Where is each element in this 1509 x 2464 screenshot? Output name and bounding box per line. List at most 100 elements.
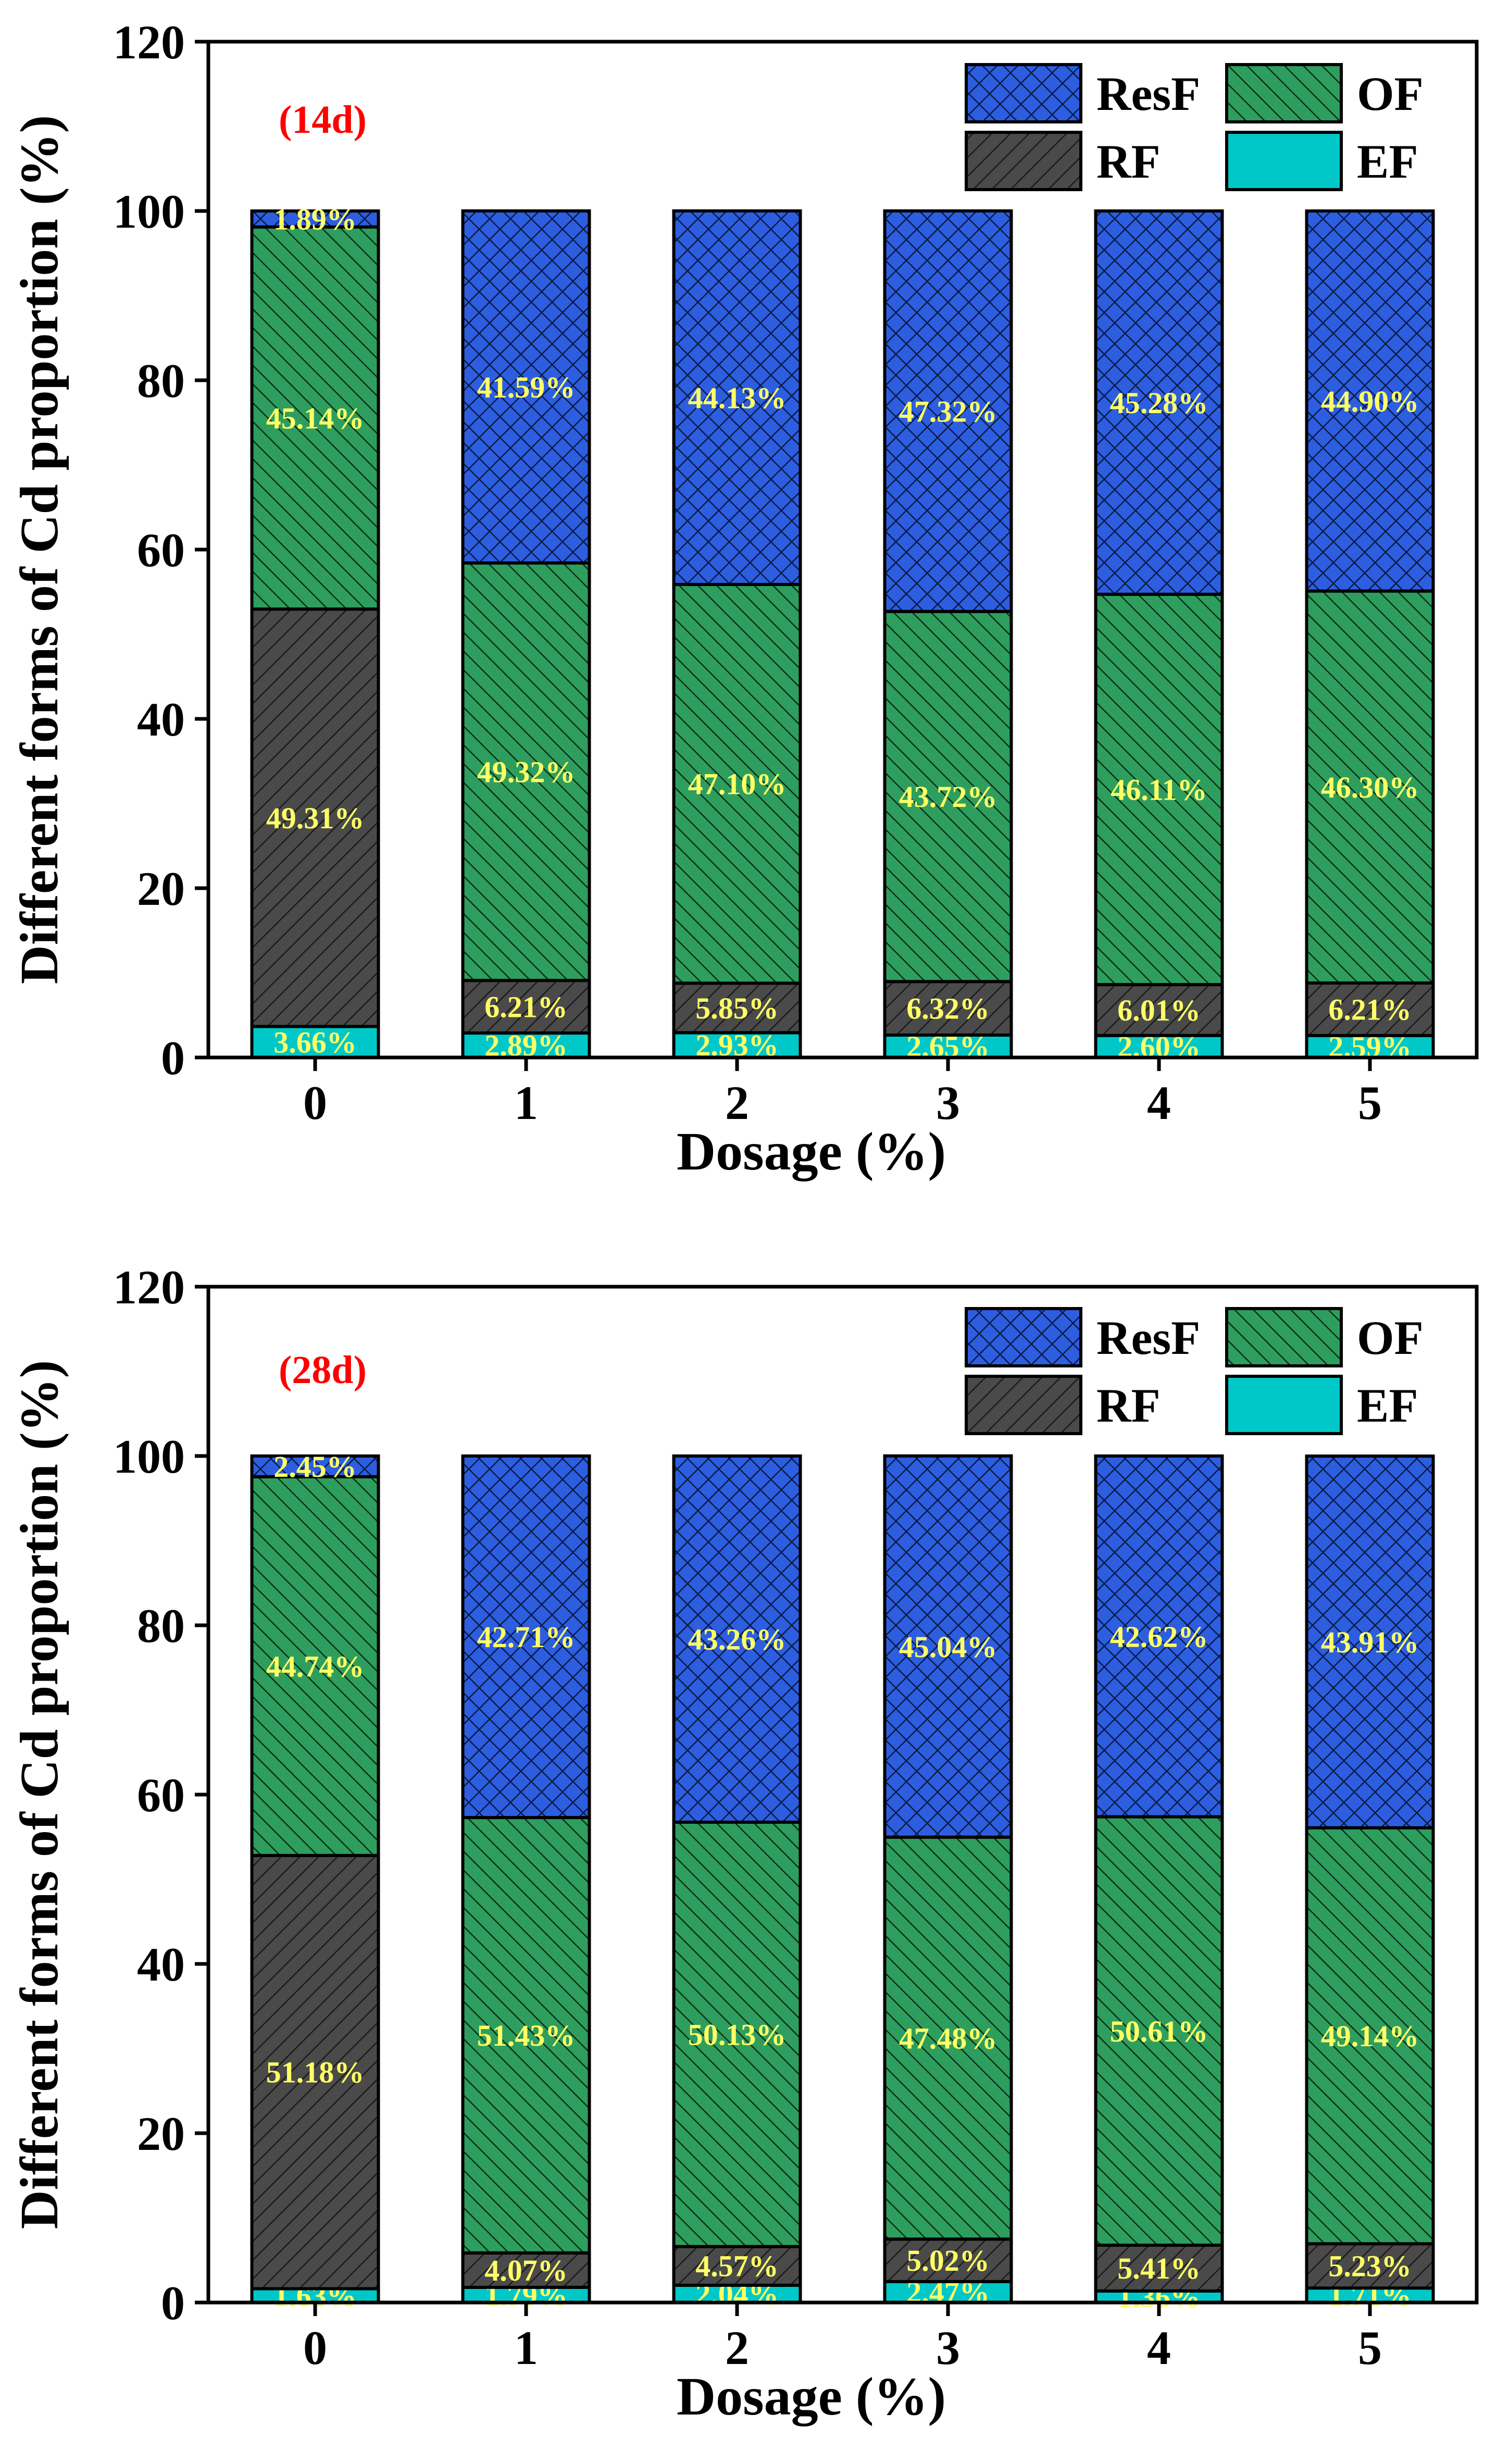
data-label-resf-0: 1.89%: [273, 202, 357, 236]
bar-hatch-resf-2: [674, 1456, 801, 1822]
data-label-resf-2: 43.26%: [688, 1622, 787, 1656]
data-label-rf-3: 6.32%: [906, 992, 990, 1026]
data-label-of-2: 50.13%: [688, 2018, 787, 2051]
bar-hatch-rf-0: [252, 609, 379, 1027]
data-label-of-3: 43.72%: [899, 780, 997, 814]
legend-label-rf: RF: [1096, 135, 1161, 188]
bar-hatch-resf-4: [1095, 211, 1223, 594]
bar-hatch-of-0: [252, 227, 379, 609]
data-label-resf-2: 44.13%: [688, 381, 787, 415]
plot-frame: [206, 1285, 1479, 2305]
bar-hatch-resf-3: [884, 1455, 1012, 1837]
bar-ef-3: [884, 1035, 1012, 1057]
data-label-of-2: 47.10%: [688, 767, 787, 801]
data-label-resf-1: 41.59%: [477, 370, 576, 404]
legend-swatch-hatch-of: [1227, 65, 1341, 122]
chart-panel-14d: 3.66%49.31%45.14%1.89%2.89%6.21%49.32%41…: [9, 16, 1479, 1181]
chart-panel-28d: 1.63%51.18%44.74%2.45%1.79%4.07%51.43%42…: [9, 1261, 1479, 2426]
bar-hatch-of-2: [674, 584, 801, 984]
y-tick-label: 60: [137, 524, 185, 577]
bar-outline-resf-2: [672, 209, 802, 586]
bar-hatch-rf-4: [1095, 2245, 1223, 2291]
x-tick-label: 0: [303, 1076, 327, 1129]
bar-outline-resf-2: [672, 1454, 802, 1824]
legend-swatch-outline-ef: [1225, 1375, 1343, 1435]
bar-outline-resf-0: [250, 209, 380, 229]
bar-hatch-of-3: [884, 1837, 1012, 2239]
y-tick-label: 80: [137, 1599, 185, 1652]
bar-hatch-resf-3: [884, 210, 1012, 612]
bar-hatch-resf-1: [463, 1456, 590, 1818]
data-label-rf-1: 6.21%: [484, 990, 568, 1024]
y-axis-title: Different forms of Cd proportion (%): [9, 1360, 69, 2230]
bar-hatch-of-5: [1306, 1827, 1433, 2244]
data-label-resf-0: 2.45%: [273, 1450, 357, 1484]
data-label-rf-4: 5.41%: [1117, 2251, 1201, 2285]
legend-swatch-outline-rf: [965, 131, 1082, 191]
bar-hatch-rf-3: [884, 2239, 1012, 2282]
bar-ef-2: [674, 1032, 801, 1057]
bar-hatch-of-4: [1095, 594, 1223, 985]
data-label-of-3: 47.48%: [899, 2022, 997, 2056]
data-label-rf-4: 6.01%: [1117, 993, 1201, 1027]
bar-ef-3: [884, 2281, 1012, 2303]
y-tick-label: 40: [137, 1938, 185, 1991]
data-label-rf-5: 5.23%: [1328, 2249, 1412, 2283]
data-label-rf-0: 51.18%: [266, 2056, 365, 2089]
bar-hatch-rf-4: [1095, 985, 1223, 1036]
bar-hatch-rf-3: [884, 981, 1012, 1035]
data-label-resf-4: 42.62%: [1110, 1620, 1208, 1653]
bar-outline-resf-3: [883, 209, 1013, 613]
bar-hatch-of-5: [1306, 591, 1433, 983]
bar-outline-resf-4: [1094, 209, 1224, 596]
bar-ef-0: [252, 1026, 379, 1057]
data-label-resf-3: 45.04%: [899, 1630, 997, 1664]
bar-hatch-rf-1: [463, 980, 590, 1034]
y-tick-label: 20: [137, 2107, 185, 2160]
bar-hatch-rf-2: [674, 983, 801, 1033]
legend-swatch-hatch-rf: [966, 132, 1081, 190]
x-tick-label: 0: [303, 2321, 327, 2374]
bar-hatch-rf-5: [1306, 983, 1433, 1036]
legend-label-resf: ResF: [1096, 67, 1200, 120]
data-label-of-0: 45.14%: [266, 401, 365, 435]
bar-hatch-resf-0: [252, 211, 379, 227]
legend-swatch-hatch-resf: [966, 1309, 1081, 1366]
x-tick-label: 4: [1147, 2321, 1171, 2374]
y-axis-title: Different forms of Cd proportion (%): [9, 115, 69, 985]
bar-hatch-resf-1: [463, 210, 590, 563]
x-tick-label: 1: [514, 1076, 538, 1129]
data-label-of-0: 44.74%: [266, 1649, 365, 1683]
bar-hatch-resf-2: [674, 210, 801, 584]
bar-hatch-rf-1: [463, 2253, 590, 2287]
bar-hatch-of-0: [252, 1476, 379, 1856]
bar-ef-4: [1095, 2291, 1223, 2303]
bar-hatch-rf-5: [1306, 2244, 1433, 2288]
data-label-resf-5: 44.90%: [1321, 384, 1419, 418]
bar-ef-0: [252, 2288, 379, 2303]
legend-swatch-outline-resf: [965, 1307, 1082, 1367]
bar-ef-2: [674, 2285, 801, 2303]
bar-outline-resf-5: [1305, 209, 1435, 593]
y-tick-label: 0: [161, 1031, 185, 1085]
data-label-of-1: 49.32%: [477, 755, 576, 789]
x-tick-label: 3: [936, 1076, 960, 1129]
bar-hatch-rf-0: [252, 1855, 379, 2289]
panel-tag-label: (14d): [279, 98, 367, 142]
bar-outline-resf-5: [1305, 1454, 1435, 1830]
legend-swatch-outline-resf: [965, 63, 1082, 123]
data-label-resf-4: 45.28%: [1110, 386, 1208, 420]
data-label-of-5: 46.30%: [1321, 770, 1419, 804]
bar-outline-resf-4: [1094, 1454, 1224, 1819]
y-tick-label: 20: [137, 862, 185, 915]
y-tick-label: 60: [137, 1769, 185, 1822]
legend-label-rf: RF: [1096, 1379, 1161, 1432]
data-label-rf-3: 5.02%: [906, 2244, 990, 2278]
legend-swatch-outline-ef: [1225, 131, 1343, 191]
legend-swatch-outline-of: [1225, 1307, 1343, 1367]
x-axis-title: Dosage (%): [677, 1122, 946, 1181]
legend-swatch-hatch-resf: [966, 65, 1081, 122]
data-label-of-5: 49.14%: [1321, 2019, 1419, 2053]
legend-swatch-ef: [1227, 1376, 1341, 1434]
bar-hatch-of-1: [463, 1818, 590, 2253]
